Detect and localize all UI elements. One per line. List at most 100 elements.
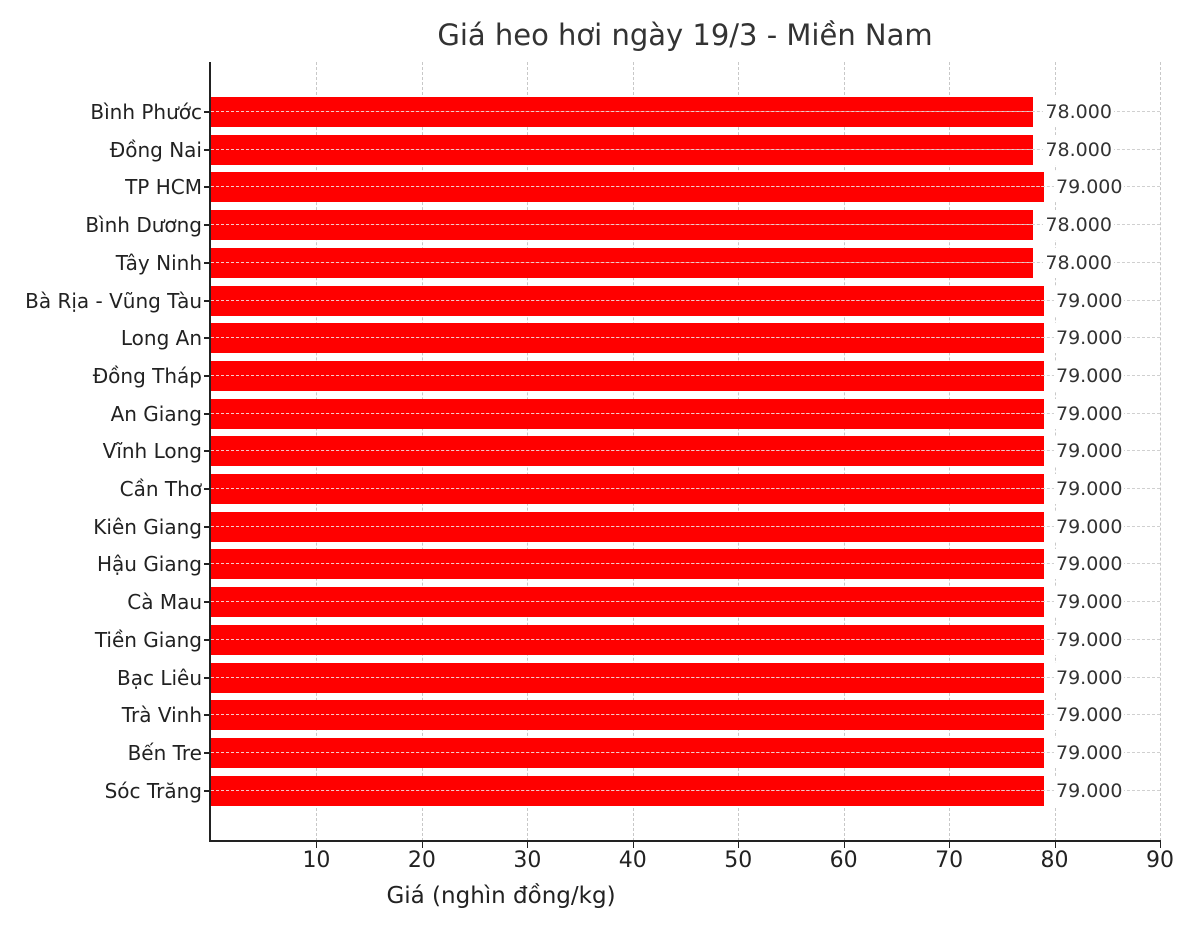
bar-row: Đồng Nai 78.000 bbox=[0, 134, 1200, 165]
bar-value-label: 79.000 bbox=[1054, 360, 1125, 391]
x-tick bbox=[1054, 842, 1056, 848]
y-tick bbox=[204, 676, 210, 679]
y-tick bbox=[204, 186, 210, 189]
y-tick bbox=[204, 148, 210, 151]
bar bbox=[211, 474, 1044, 504]
y-tick-label: Sóc Trăng bbox=[104, 778, 202, 803]
x-tick bbox=[527, 842, 529, 848]
bar-row: Bến Tre 79.000 bbox=[0, 737, 1200, 768]
y-tick-label: Đồng Tháp bbox=[92, 363, 202, 388]
bar-row: Bạc Liêu 79.000 bbox=[0, 662, 1200, 693]
bar-row: Cà Mau 79.000 bbox=[0, 587, 1200, 618]
bar bbox=[211, 549, 1044, 580]
y-tick-label: Trà Vinh bbox=[121, 703, 202, 728]
bar-gridline bbox=[211, 789, 1044, 791]
bar-value-label: 79.000 bbox=[1054, 511, 1125, 542]
bar-gridline bbox=[211, 676, 1044, 678]
bar-value-label: 78.000 bbox=[1043, 97, 1114, 127]
bar-gridline bbox=[211, 186, 1044, 188]
bar bbox=[211, 775, 1044, 806]
bar-row: Trà Vinh 79.000 bbox=[0, 700, 1200, 731]
y-tick bbox=[204, 488, 210, 490]
bar bbox=[211, 511, 1044, 542]
bar bbox=[211, 398, 1044, 429]
x-tick bbox=[1160, 842, 1161, 848]
bar-value-label: 79.000 bbox=[1054, 662, 1125, 693]
bar-value-label: 78.000 bbox=[1043, 210, 1114, 241]
x-tick-label: 50 bbox=[724, 848, 753, 873]
y-tick-label: An Giang bbox=[110, 401, 202, 426]
bar-row: Tây Ninh 78.000 bbox=[0, 247, 1200, 278]
bar-gridline bbox=[211, 148, 1034, 150]
x-tick bbox=[421, 842, 423, 848]
bar-value-label: 79.000 bbox=[1054, 549, 1125, 580]
x-tick-label: 90 bbox=[1146, 848, 1174, 873]
bar-gridline bbox=[211, 261, 1034, 263]
y-tick-label: Cần Thơ bbox=[119, 477, 202, 501]
bar-row: Bình Phước 78.000 bbox=[0, 97, 1200, 127]
bar-value-label: 78.000 bbox=[1043, 247, 1114, 278]
bar bbox=[211, 624, 1044, 655]
bar-gridline bbox=[211, 374, 1044, 376]
y-tick-label: Tây Ninh bbox=[115, 250, 202, 275]
y-tick bbox=[204, 638, 210, 641]
bar-gridline bbox=[211, 714, 1044, 716]
bar bbox=[211, 737, 1044, 768]
bar-row: Tiền Giang 79.000 bbox=[0, 624, 1200, 655]
bar-row: Kiên Giang 79.000 bbox=[0, 511, 1200, 542]
x-tick bbox=[949, 842, 951, 848]
x-tick-label: 40 bbox=[618, 848, 647, 873]
x-axis-line bbox=[209, 840, 1161, 842]
y-tick-label: Hậu Giang bbox=[96, 552, 202, 577]
bar-value-label: 79.000 bbox=[1054, 436, 1125, 467]
y-tick bbox=[204, 261, 210, 264]
y-tick bbox=[204, 525, 210, 528]
y-tick bbox=[204, 450, 210, 453]
bar-row: Long An 79.000 bbox=[0, 323, 1200, 354]
x-tick-label: 10 bbox=[302, 848, 331, 873]
bar bbox=[211, 436, 1044, 467]
x-tick-label: 20 bbox=[407, 848, 436, 873]
bar-row: TP HCM 79.000 bbox=[0, 172, 1200, 203]
y-tick bbox=[204, 751, 210, 754]
bar-value-label: 79.000 bbox=[1054, 172, 1125, 203]
x-tick-label: 60 bbox=[829, 848, 858, 873]
x-tick-label: 80 bbox=[1040, 848, 1069, 873]
x-axis-label: Giá (nghìn đồng/kg) bbox=[386, 883, 616, 909]
y-tick bbox=[204, 299, 210, 302]
bar-row: Cần Thơ 79.000 bbox=[0, 474, 1200, 504]
y-axis-line bbox=[209, 62, 211, 842]
bar-gridline bbox=[211, 488, 1044, 489]
bar bbox=[211, 247, 1034, 278]
y-tick-label: Đồng Nai bbox=[109, 137, 202, 162]
bar-value-label: 79.000 bbox=[1054, 323, 1125, 354]
bar bbox=[211, 285, 1044, 316]
x-tick bbox=[632, 842, 634, 848]
y-tick bbox=[204, 337, 210, 340]
bar-gridline bbox=[211, 111, 1034, 112]
bar bbox=[211, 134, 1034, 165]
bar-row: Sóc Trăng 79.000 bbox=[0, 775, 1200, 806]
bar-gridline bbox=[211, 751, 1044, 753]
y-tick-label: Long An bbox=[120, 326, 202, 351]
x-tick-label: 30 bbox=[513, 848, 542, 873]
bar bbox=[211, 323, 1044, 354]
bar bbox=[211, 172, 1044, 203]
bar bbox=[211, 700, 1044, 731]
y-tick bbox=[204, 374, 210, 377]
bar-value-label: 78.000 bbox=[1043, 134, 1114, 165]
bar bbox=[211, 360, 1044, 391]
y-tick-label: Bình Phước bbox=[90, 100, 202, 124]
bar-gridline bbox=[211, 601, 1044, 603]
y-tick bbox=[204, 412, 210, 415]
y-tick bbox=[204, 789, 210, 792]
y-tick-label: Bình Dương bbox=[85, 213, 202, 238]
bar-value-label: 79.000 bbox=[1054, 700, 1125, 731]
bar-value-label: 79.000 bbox=[1054, 398, 1125, 429]
bar-row: Bà Rịa - Vũng Tàu 79.000 bbox=[0, 285, 1200, 316]
bar-gridline bbox=[211, 412, 1044, 414]
bar-gridline bbox=[211, 638, 1044, 640]
y-tick-label: TP HCM bbox=[125, 175, 202, 200]
bar-gridline bbox=[211, 525, 1044, 527]
y-tick bbox=[204, 601, 210, 604]
